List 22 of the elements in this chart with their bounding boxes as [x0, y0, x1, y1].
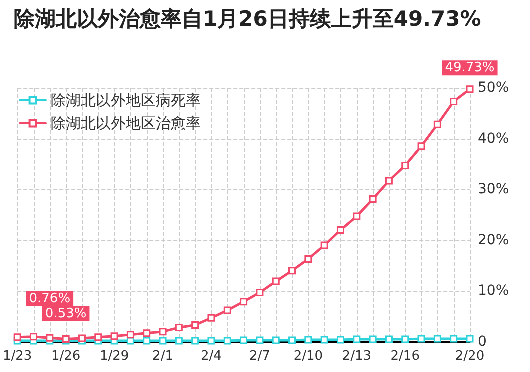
x-tick-label: 2/4 — [201, 349, 222, 364]
x-tick-label: 2/1 — [152, 349, 174, 364]
y-tick-label: 30% — [478, 182, 510, 198]
y-tick-label: 0 — [478, 334, 487, 350]
x-tick-label: 2/10 — [294, 349, 324, 364]
data-label: 49.73% — [445, 60, 495, 76]
data-label: 0.76% — [29, 291, 71, 306]
y-tick-label: 50% — [478, 80, 510, 96]
x-tick-label: 2/13 — [342, 349, 372, 364]
x-tick-label: 2/7 — [249, 349, 270, 364]
x-tick-label: 1/26 — [51, 349, 81, 364]
x-tick-label: 1/23 — [2, 349, 32, 364]
y-tick-label: 10% — [478, 283, 510, 300]
legend-label: 除湖北以外地区病死率 — [51, 92, 201, 110]
x-tick-label: 2/16 — [390, 349, 420, 364]
y-tick-label: 40% — [478, 130, 510, 147]
legend-label: 除湖北以外地区治愈率 — [51, 114, 201, 132]
chart-title: 除湖北以外治愈率自1月26日持续上升至49.73% — [14, 6, 482, 33]
data-label: 0.53% — [45, 306, 87, 322]
y-tick-label: 20% — [478, 232, 510, 248]
x-tick-label: 1/29 — [100, 349, 130, 364]
x-tick-label: 2/20 — [455, 349, 485, 364]
